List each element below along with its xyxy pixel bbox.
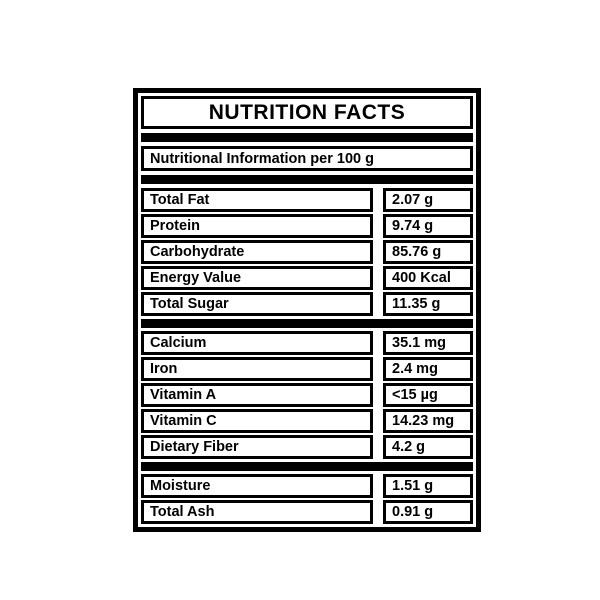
nutrient-name-cell: Calcium <box>141 331 373 355</box>
nutrient-name-cell: Dietary Fiber <box>141 435 373 459</box>
table-row: Vitamin A <15 µg <box>141 383 473 407</box>
nutrient-value-cell: 1.51 g <box>383 474 473 498</box>
nutrient-sections: Total Fat 2.07 g Protein 9.74 g Carbohydrate… <box>141 188 473 524</box>
label-subtitle: Nutritional Information per 100 g <box>141 146 473 171</box>
nutrition-facts-label: NUTRITION FACTS Nutritional Information … <box>133 88 481 532</box>
table-row: Energy Value 400 Kcal <box>141 266 473 290</box>
label-title: NUTRITION FACTS <box>141 96 473 129</box>
nutrient-name-cell: Vitamin C <box>141 409 373 433</box>
nutrient-section: Calcium 35.1 mg Iron 2.4 mg Vitamin A <15 µg V… <box>141 331 473 459</box>
table-row: Dietary Fiber 4.2 g <box>141 435 473 459</box>
nutrient-name-cell: Total Ash <box>141 500 373 524</box>
nutrient-name-cell: Carbohydrate <box>141 240 373 264</box>
table-row: Total Ash 0.91 g <box>141 500 473 524</box>
nutrient-name-cell: Vitamin A <box>141 383 373 407</box>
table-row: Total Fat 2.07 g <box>141 188 473 212</box>
nutrient-value-cell: 9.74 g <box>383 214 473 238</box>
nutrient-value-cell: 35.1 mg <box>383 331 473 355</box>
section-separator-band <box>141 319 473 328</box>
separator-band-top <box>141 133 473 142</box>
table-row: Total Sugar 11.35 g <box>141 292 473 316</box>
table-row: Carbohydrate 85.76 g <box>141 240 473 264</box>
nutrient-value-cell: 2.07 g <box>383 188 473 212</box>
table-row: Iron 2.4 mg <box>141 357 473 381</box>
table-row: Vitamin C 14.23 mg <box>141 409 473 433</box>
nutrient-value-cell: 0.91 g <box>383 500 473 524</box>
nutrient-name-cell: Iron <box>141 357 373 381</box>
nutrient-section: Total Fat 2.07 g Protein 9.74 g Carbohydrate… <box>141 188 473 316</box>
table-row: Moisture 1.51 g <box>141 474 473 498</box>
nutrient-section: Moisture 1.51 g Total Ash 0.91 g <box>141 474 473 524</box>
nutrient-value-cell: 11.35 g <box>383 292 473 316</box>
nutrient-value-cell: 4.2 g <box>383 435 473 459</box>
nutrient-value-cell: 14.23 mg <box>383 409 473 433</box>
nutrient-value-cell: <15 µg <box>383 383 473 407</box>
nutrient-name-cell: Total Fat <box>141 188 373 212</box>
table-row: Protein 9.74 g <box>141 214 473 238</box>
nutrient-value-cell: 2.4 mg <box>383 357 473 381</box>
nutrient-name-cell: Total Sugar <box>141 292 373 316</box>
nutrient-value-cell: 85.76 g <box>383 240 473 264</box>
nutrient-name-cell: Moisture <box>141 474 373 498</box>
section-separator-band <box>141 462 473 471</box>
nutrient-value-cell: 400 Kcal <box>383 266 473 290</box>
separator-band-subtitle <box>141 175 473 184</box>
nutrient-name-cell: Energy Value <box>141 266 373 290</box>
table-row: Calcium 35.1 mg <box>141 331 473 355</box>
nutrient-name-cell: Protein <box>141 214 373 238</box>
